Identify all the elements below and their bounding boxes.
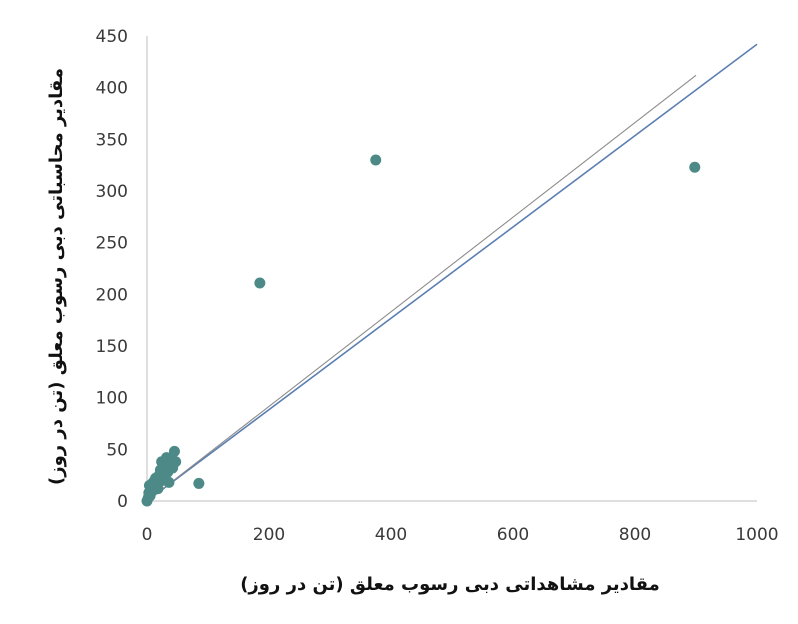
y-tick-label: 250: [96, 234, 128, 254]
x-tick-label: 800: [619, 525, 651, 545]
y-tick-label: 50: [106, 440, 128, 460]
y-tick-label: 400: [96, 79, 128, 99]
data-point: [152, 483, 164, 495]
x-tick-label: 200: [253, 525, 285, 545]
data-point: [689, 161, 701, 173]
data-point: [163, 476, 175, 488]
data-points: [141, 154, 701, 507]
x-tick-label: 600: [497, 525, 529, 545]
y-tick-label: 450: [96, 27, 128, 47]
y-tick-label: 0: [117, 492, 128, 512]
data-point: [370, 154, 382, 166]
data-point: [254, 277, 266, 289]
x-tick-label: 1000: [735, 525, 778, 545]
y-tick-label: 100: [96, 389, 128, 409]
trend-lines: [146, 43, 758, 502]
y-axis-title: مقادیر محاسباتی دبی رسوب معلق (تن در روز…: [46, 68, 67, 485]
data-point: [168, 445, 180, 457]
y-tick-labels: 0 50 100 150 200 250 300 350 400 450: [96, 27, 128, 512]
y-tick-label: 200: [96, 285, 128, 305]
x-tick-labels: 0 200 400 600 800 1000: [142, 525, 779, 545]
y-tick-label: 150: [96, 337, 128, 357]
fit-line: [146, 43, 758, 502]
data-point: [170, 456, 182, 468]
x-tick-label: 0: [142, 525, 153, 545]
axes: [146, 36, 757, 502]
x-tick-label: 400: [375, 525, 407, 545]
data-point: [193, 477, 205, 489]
y-tick-label: 300: [96, 182, 128, 202]
y-tick-label: 350: [96, 130, 128, 150]
reference-line: [146, 74, 697, 502]
x-axis-title: مقادیر مشاهداتی دبی رسوب معلق (تن در روز…: [240, 574, 660, 595]
